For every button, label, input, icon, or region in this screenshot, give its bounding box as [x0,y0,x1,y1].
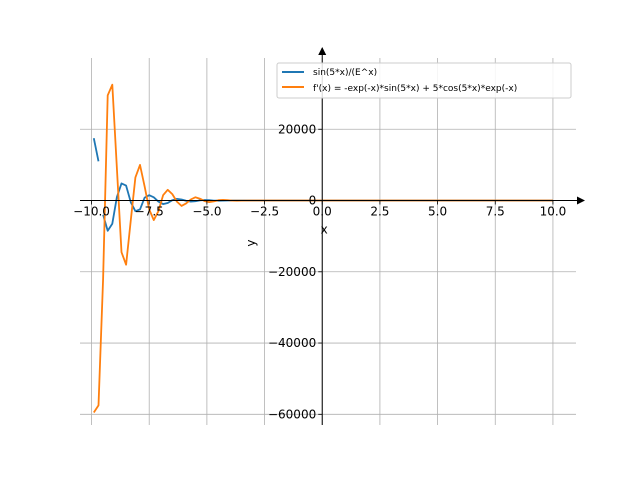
x-tick-label: 5.0 [428,205,447,219]
legend-label-series-1: sin(5*x)/(E^x) [313,68,377,78]
y-tick-label: 0 [309,194,317,208]
series-line-1 [92,138,100,162]
x-axis-arrow [577,196,585,205]
y-tick-label: −20000 [268,265,316,279]
y-axis-arrow [318,47,327,55]
legend-label-series-2: f'(x) = -exp(-x)*sin(5*x) + 5*cos(5*x)*e… [313,84,517,94]
x-tick-label: −2.5 [250,205,279,219]
x-tick-label: 10.0 [540,205,567,219]
x-tick-label: 7.5 [486,205,505,219]
x-tick-label: 0.0 [313,205,332,219]
x-tick-label: −5.0 [192,205,221,219]
series-lines [92,83,553,413]
axes [80,47,585,425]
series-line-2 [93,83,553,413]
grid [80,58,576,425]
x-tick-label: 2.5 [370,205,389,219]
y-tick-label: −40000 [268,336,316,350]
y-tick-label: 20000 [278,122,316,136]
legend: sin(5*x)/(E^x) f'(x) = -exp(-x)*sin(5*x)… [276,62,572,99]
tick-marks: −10.0 −7.5 −5.0 −2.5 0.0 2.5 5.0 7.5 10.0 −60000 −… [73,122,566,421]
x-axis-label: x [321,223,328,237]
x-tick-label: −10.0 [73,205,110,219]
legend-box [276,62,572,99]
y-tick-label: −60000 [268,407,316,421]
x-tick-label: −7.5 [135,205,164,219]
y-axis-label: y [244,239,258,246]
